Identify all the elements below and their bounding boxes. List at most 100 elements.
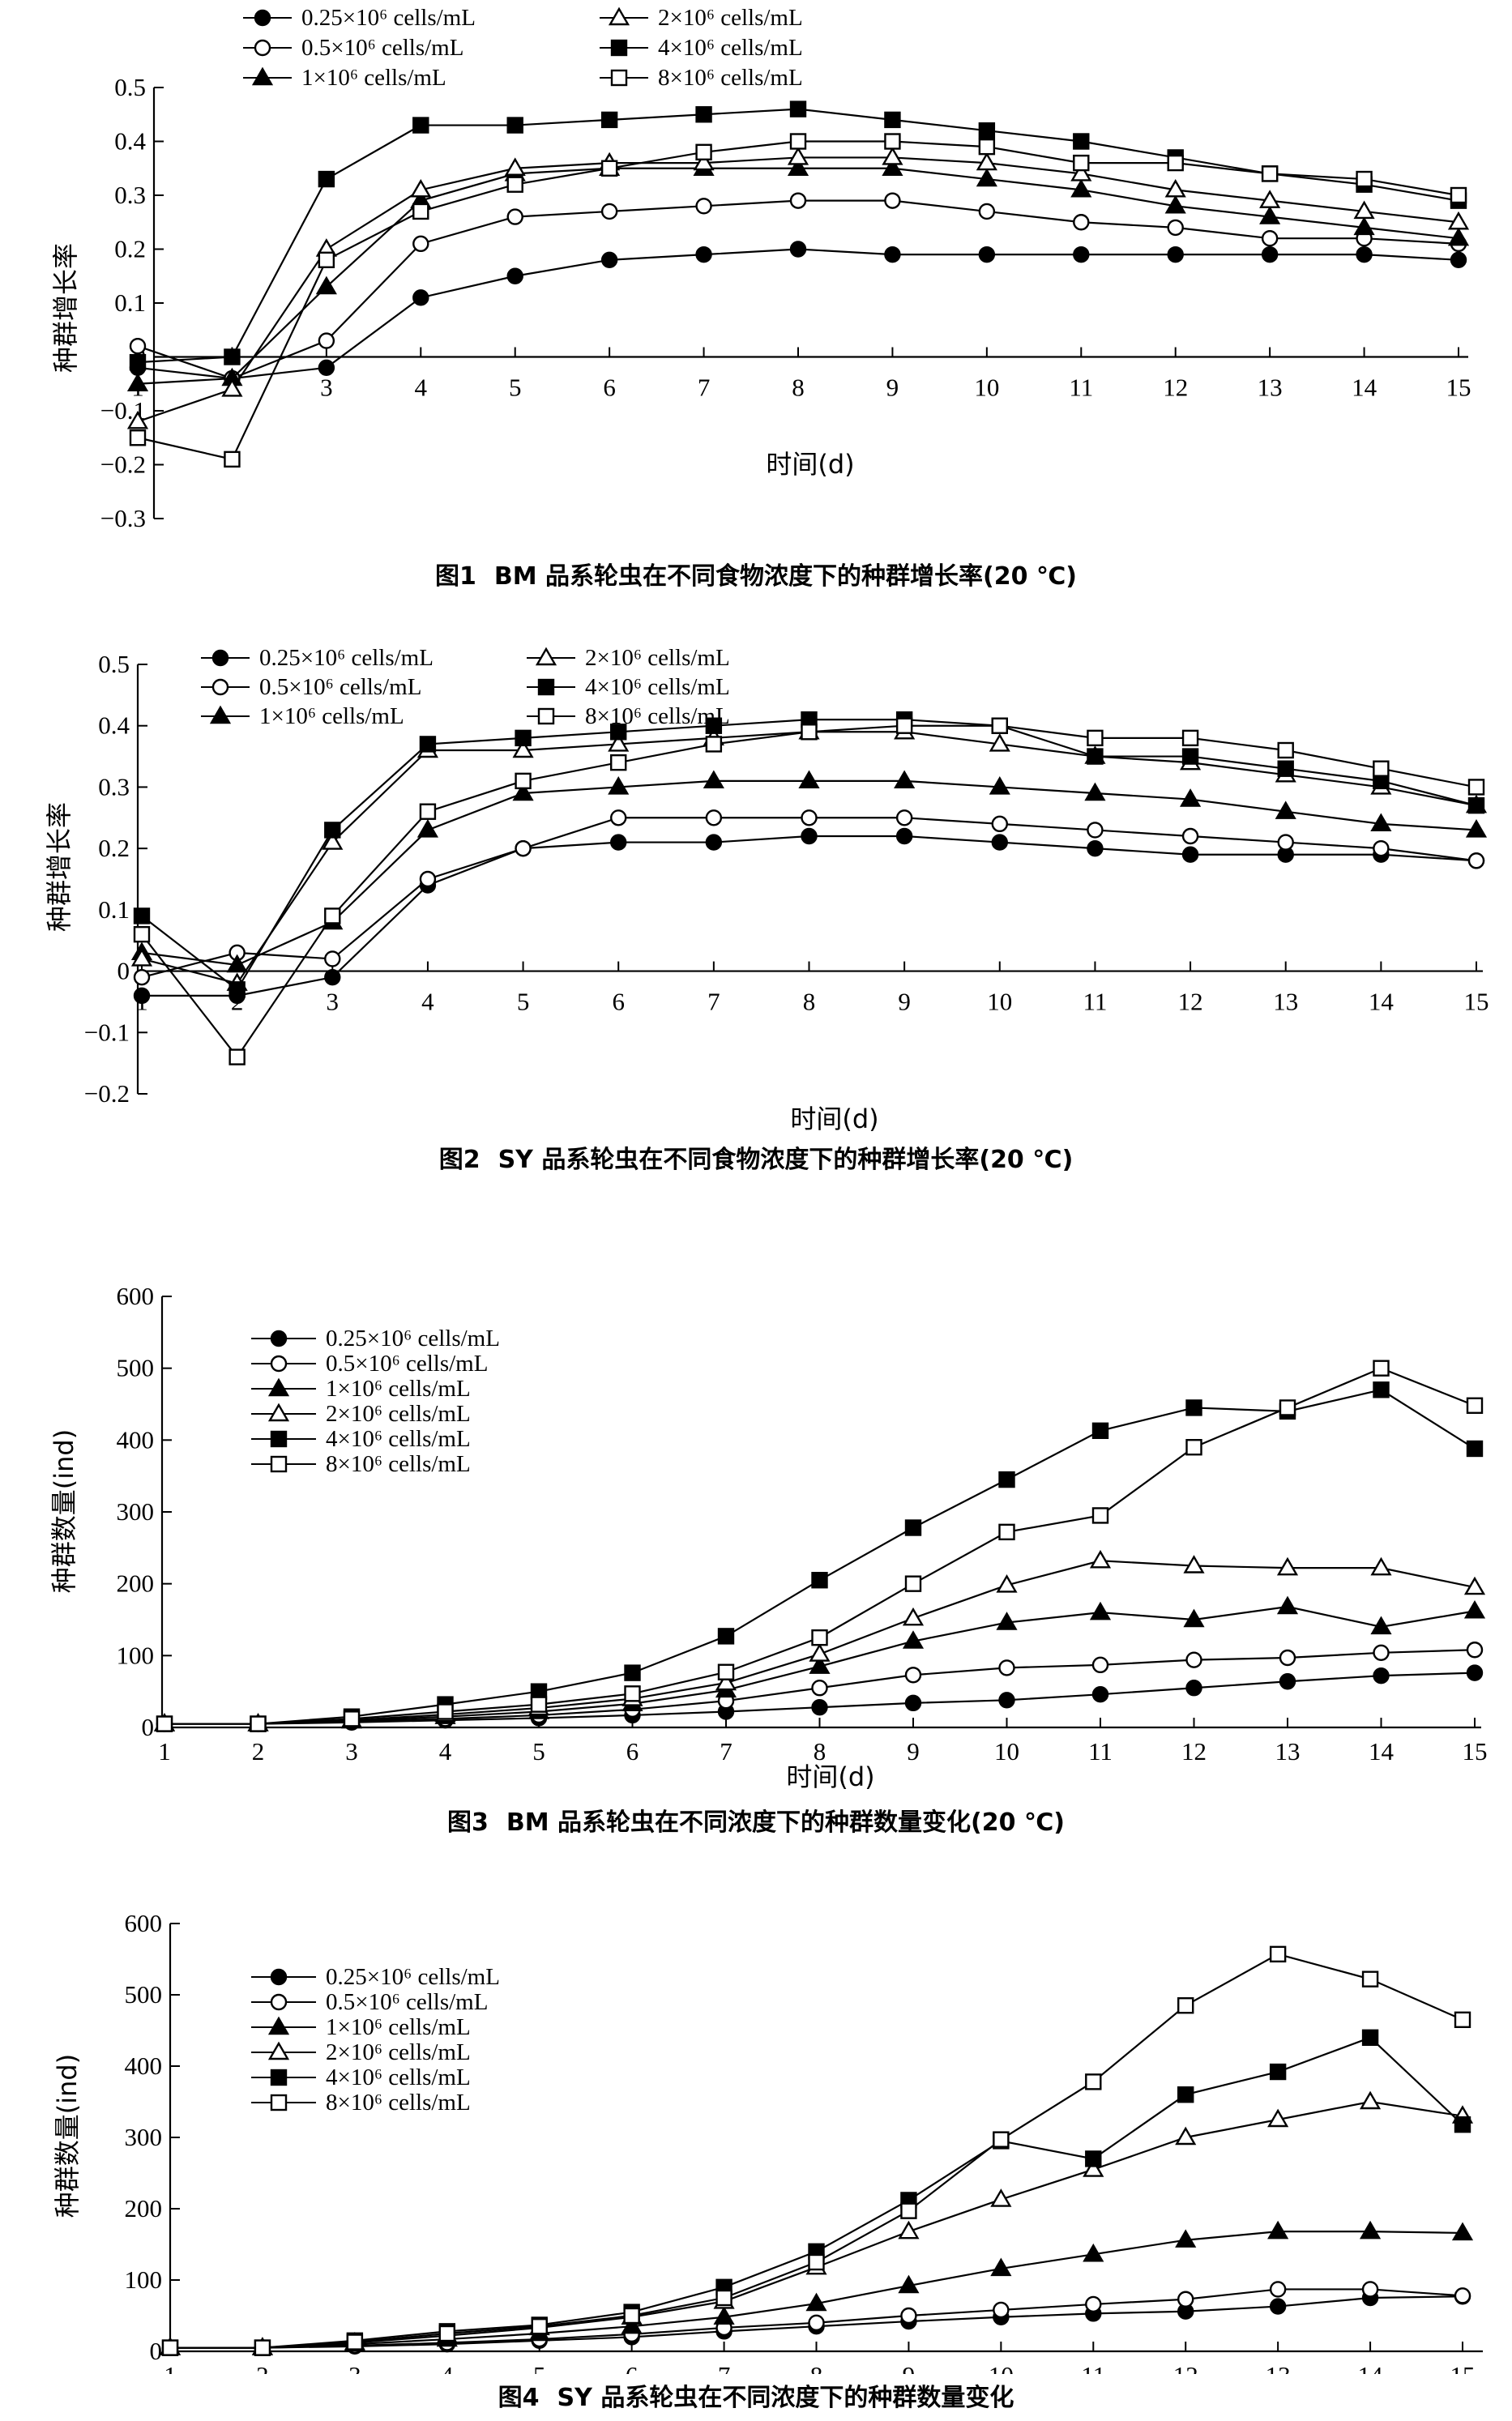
legend-marker xyxy=(267,2016,290,2035)
data-point xyxy=(808,2314,825,2331)
data-point xyxy=(991,717,1008,734)
x-tick-label: 1 xyxy=(158,1737,171,1766)
data-point xyxy=(250,1715,267,1732)
data-point xyxy=(1091,1686,1109,1703)
data-point xyxy=(1179,788,1202,807)
data-point xyxy=(324,968,341,986)
legend-item: 4×10⁶ cells/mL xyxy=(251,2064,471,2090)
data-point xyxy=(811,1629,828,1646)
data-point xyxy=(515,772,532,790)
series-line xyxy=(133,809,1485,986)
data-point xyxy=(1070,163,1092,181)
data-point xyxy=(884,246,901,263)
y-tick-label: −0.3 xyxy=(100,504,146,532)
data-point xyxy=(419,870,437,888)
data-point xyxy=(133,907,151,924)
data-point xyxy=(1087,822,1104,839)
data-point xyxy=(318,359,335,376)
legend-label: 2×10⁶ cells/mL xyxy=(326,1401,471,1427)
y-tick-label: 0.2 xyxy=(98,834,130,862)
legend-label: 2×10⁶ cells/mL xyxy=(658,5,803,31)
y-tick-label: 0.5 xyxy=(114,73,146,101)
data-point xyxy=(1267,2108,1289,2128)
data-point xyxy=(787,147,809,165)
data-point xyxy=(346,2333,364,2351)
data-point xyxy=(705,809,723,826)
x-tick-label: 9 xyxy=(903,2361,916,2374)
data-point xyxy=(129,353,147,371)
data-point xyxy=(895,717,913,734)
data-point xyxy=(882,147,903,165)
x-tick-label: 12 xyxy=(1181,1737,1207,1766)
figure-caption: 图1 BM 品系轮虫在不同食物浓度下的种群增长率(20 ℃) xyxy=(0,556,1512,591)
data-point xyxy=(1181,729,1199,747)
data-point xyxy=(1185,1651,1202,1668)
legend-label: 0.25×10⁶ cells/mL xyxy=(326,1326,500,1351)
data-point xyxy=(1361,2281,1379,2298)
figure-3: 600 500 400 300 200 100 0 1 2 3 4 5 6 7 8 9 10 11 12 13 14 15… xyxy=(0,1264,1512,1847)
data-point xyxy=(989,733,1010,752)
legend-label: 1×10⁶ cells/mL xyxy=(301,65,446,91)
data-point xyxy=(1277,834,1294,851)
y-tick-label: 0.2 xyxy=(114,235,146,263)
caption-text: BM 品系轮虫在不同食物浓度下的种群增长率(20 ℃) xyxy=(493,562,1077,591)
data-point xyxy=(789,241,807,258)
data-point xyxy=(805,2292,827,2312)
legend-marker xyxy=(209,705,232,724)
data-point xyxy=(717,1663,735,1680)
data-point xyxy=(713,2306,735,2325)
y-tick-label: 200 xyxy=(125,2194,163,2222)
x-tick-label: 15 xyxy=(1446,374,1471,402)
data-point xyxy=(703,770,724,789)
x-tick-label: 6 xyxy=(626,1737,639,1766)
legend-item: 0.25×10⁶ cells/mL xyxy=(201,645,434,671)
x-tick-label: 9 xyxy=(898,988,911,1016)
data-point xyxy=(900,2202,917,2219)
data-point xyxy=(895,809,913,826)
legend-label: 8×10⁶ cells/mL xyxy=(658,65,803,91)
data-point xyxy=(1447,227,1470,246)
y-tick-label: 100 xyxy=(125,2265,163,2294)
data-point xyxy=(978,122,996,139)
data-point xyxy=(318,251,335,268)
data-point xyxy=(898,2220,920,2240)
data-point xyxy=(419,803,437,820)
caption-number: 图1 xyxy=(435,562,476,591)
x-tick-label: 5 xyxy=(509,374,522,402)
data-point xyxy=(1466,1440,1484,1458)
y-axis-label: 种群数量(ind) xyxy=(52,2054,83,2218)
data-point xyxy=(1177,2291,1194,2308)
data-point xyxy=(1353,216,1375,236)
data-point xyxy=(1467,796,1485,814)
x-tick-label: 7 xyxy=(720,1737,733,1766)
series-line xyxy=(156,1360,1484,1732)
series-line xyxy=(129,100,1467,371)
data-point xyxy=(1087,839,1104,857)
legend-label: 4×10⁶ cells/mL xyxy=(585,674,730,700)
legend-marker xyxy=(270,1968,288,1986)
data-point xyxy=(506,208,523,225)
legend: 0.25×10⁶ cells/mL 0.5×10⁶ cells/mL 1×10⁶ c… xyxy=(243,5,803,91)
data-point xyxy=(1450,186,1467,204)
data-point xyxy=(811,1698,828,1716)
data-point xyxy=(991,815,1008,833)
x-tick-label: 9 xyxy=(886,374,899,402)
growth-rate-chart-bm: 0.50.40.30.20.10−0.1−0.2−0.3123456789101… xyxy=(50,5,1471,532)
y-tick-label: 500 xyxy=(125,1980,163,2009)
data-point xyxy=(1447,211,1470,230)
x-tick-label: 14 xyxy=(1358,2361,1384,2374)
legend-item: 4×10⁶ cells/mL xyxy=(527,674,730,700)
data-point xyxy=(1276,1595,1299,1615)
legend-item: 2×10⁶ cells/mL xyxy=(251,1401,471,1427)
x-tick-label: 5 xyxy=(517,988,530,1016)
data-point xyxy=(1370,1556,1392,1576)
y-tick-label: 0.4 xyxy=(114,127,146,156)
data-point xyxy=(412,117,429,134)
data-point xyxy=(1261,165,1279,182)
data-point xyxy=(530,1696,548,1713)
data-point xyxy=(695,198,712,215)
data-point xyxy=(809,1655,831,1674)
data-point xyxy=(608,733,630,752)
data-point xyxy=(1164,194,1186,214)
